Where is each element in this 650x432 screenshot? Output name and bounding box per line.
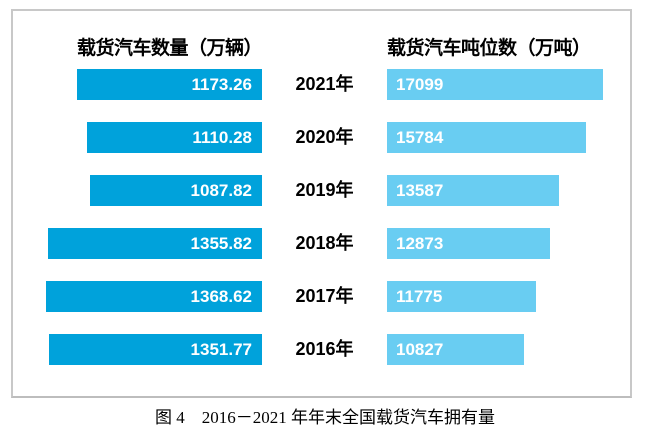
chart-row: 1355.82 2018年 12873 [13, 228, 630, 259]
truck-count-value: 1110.28 [192, 128, 252, 147]
chart-row: 1173.26 2021年 17099 [13, 69, 630, 100]
truck-count-value: 1355.82 [190, 234, 252, 253]
tonnage-bar: 10827 [387, 334, 524, 365]
right-header-cell: 载货汽车吨位数（万吨） [387, 33, 603, 60]
tonnage-bar: 12873 [387, 228, 550, 259]
year-cell: 2018年 [262, 228, 387, 259]
left-header-cell: 载货汽车数量（万辆） [46, 33, 263, 60]
right-bar-cell: 12873 [387, 228, 603, 259]
left-bar-cell: 1351.77 [46, 334, 262, 365]
truck-count-bar: 1110.28 [86, 122, 262, 153]
year-cell: 2021年 [262, 69, 387, 100]
left-bar-cell: 1355.82 [46, 228, 262, 259]
year-cell: 2017年 [262, 281, 387, 312]
left-bar-cell: 1110.28 [46, 122, 262, 153]
chart-header-row: 载货汽车数量（万辆） 载货汽车吨位数（万吨） [13, 33, 630, 60]
left-bar-cell: 1368.62 [46, 281, 262, 312]
chart-row: 1087.82 2019年 13587 [13, 175, 630, 206]
truck-count-value: 1351.77 [190, 340, 252, 359]
tonnage-value: 10827 [396, 340, 444, 359]
right-bar-cell: 13587 [387, 175, 603, 206]
tonnage-bar: 11775 [387, 281, 536, 312]
truck-count-bar: 1087.82 [90, 175, 262, 206]
tonnage-value: 13587 [396, 181, 444, 200]
tonnage-bar: 17099 [387, 69, 603, 100]
truck-count-value: 1173.26 [191, 75, 252, 94]
truck-count-bar: 1355.82 [48, 228, 262, 259]
tonnage-value: 15784 [396, 128, 444, 147]
truck-count-value: 1087.82 [190, 181, 252, 200]
year-label: 2020年 [295, 127, 354, 147]
truck-count-bar: 1368.62 [46, 281, 262, 312]
chart-row: 1110.28 2020年 15784 [13, 122, 630, 153]
right-series-title: 载货汽车吨位数（万吨） [387, 38, 591, 59]
year-cell: 2020年 [262, 122, 387, 153]
tonnage-bar: 15784 [387, 122, 587, 153]
tonnage-bar: 13587 [387, 175, 559, 206]
year-cell: 2016年 [262, 334, 387, 365]
chart-row: 1368.62 2017年 11775 [13, 281, 630, 312]
left-bar-cell: 1173.26 [46, 69, 262, 100]
left-series-title: 载货汽车数量（万辆） [76, 38, 263, 59]
year-label: 2021年 [295, 74, 354, 94]
year-cell: 2019年 [262, 175, 387, 206]
figure-caption: 图 4 2016－2021 年年末全国载货汽车拥有量 [155, 408, 495, 427]
right-bar-cell: 10827 [387, 334, 603, 365]
chart-panel: 载货汽车数量（万辆） 载货汽车吨位数（万吨） 1173.26 2021年 17099… [11, 9, 632, 398]
truck-count-bar: 1173.26 [76, 69, 262, 100]
right-bar-cell: 17099 [387, 69, 603, 100]
tonnage-value: 17099 [396, 75, 444, 94]
chart-rows: 1173.26 2021年 17099 1110.28 2020年 15784 1087.8… [13, 69, 630, 365]
left-bar-cell: 1087.82 [46, 175, 262, 206]
right-bar-cell: 15784 [387, 122, 603, 153]
year-label: 2017年 [295, 286, 354, 306]
truck-count-bar: 1351.77 [48, 334, 262, 365]
chart-row: 1351.77 2016年 10827 [13, 334, 630, 365]
tonnage-value: 11775 [396, 287, 443, 306]
year-label: 2018年 [295, 233, 354, 253]
year-label: 2016年 [295, 339, 354, 359]
right-bar-cell: 11775 [387, 281, 603, 312]
tonnage-value: 12873 [396, 234, 444, 253]
year-label: 2019年 [295, 180, 354, 200]
truck-count-value: 1368.62 [190, 287, 252, 306]
